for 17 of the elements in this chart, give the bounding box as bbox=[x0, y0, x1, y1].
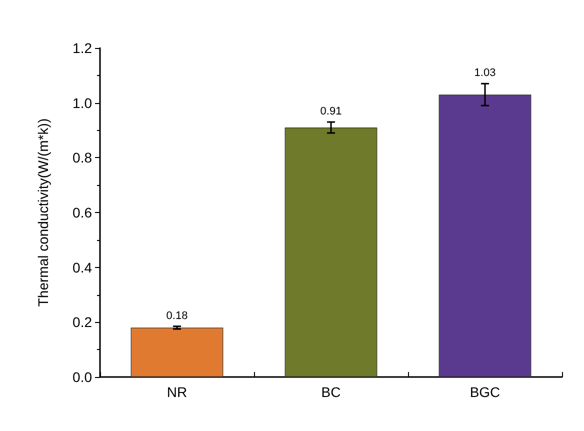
bar bbox=[438, 94, 532, 377]
y-tick-label: 0.8 bbox=[72, 150, 92, 166]
x-tick-label: BGC bbox=[470, 384, 500, 400]
bar bbox=[284, 128, 378, 377]
y-tick-label: 1.2 bbox=[72, 40, 92, 56]
bar bbox=[130, 328, 224, 377]
y-tick-label: 1.0 bbox=[72, 94, 92, 111]
x-tick-label: NR bbox=[166, 384, 188, 400]
y-tick-label: 0.6 bbox=[72, 204, 92, 220]
y-axis-title: Thermal conductivity(W/(m*k)) bbox=[35, 118, 51, 307]
data-label: 0.91 bbox=[320, 106, 342, 118]
data-label: 0.18 bbox=[166, 310, 188, 322]
y-tick-label: 0.0 bbox=[72, 369, 92, 385]
y-tick-label: 0.4 bbox=[72, 259, 92, 276]
y-tick-label: 0.2 bbox=[72, 314, 92, 330]
data-label: 1.03 bbox=[474, 67, 496, 80]
x-tick-label: BC bbox=[321, 384, 341, 400]
